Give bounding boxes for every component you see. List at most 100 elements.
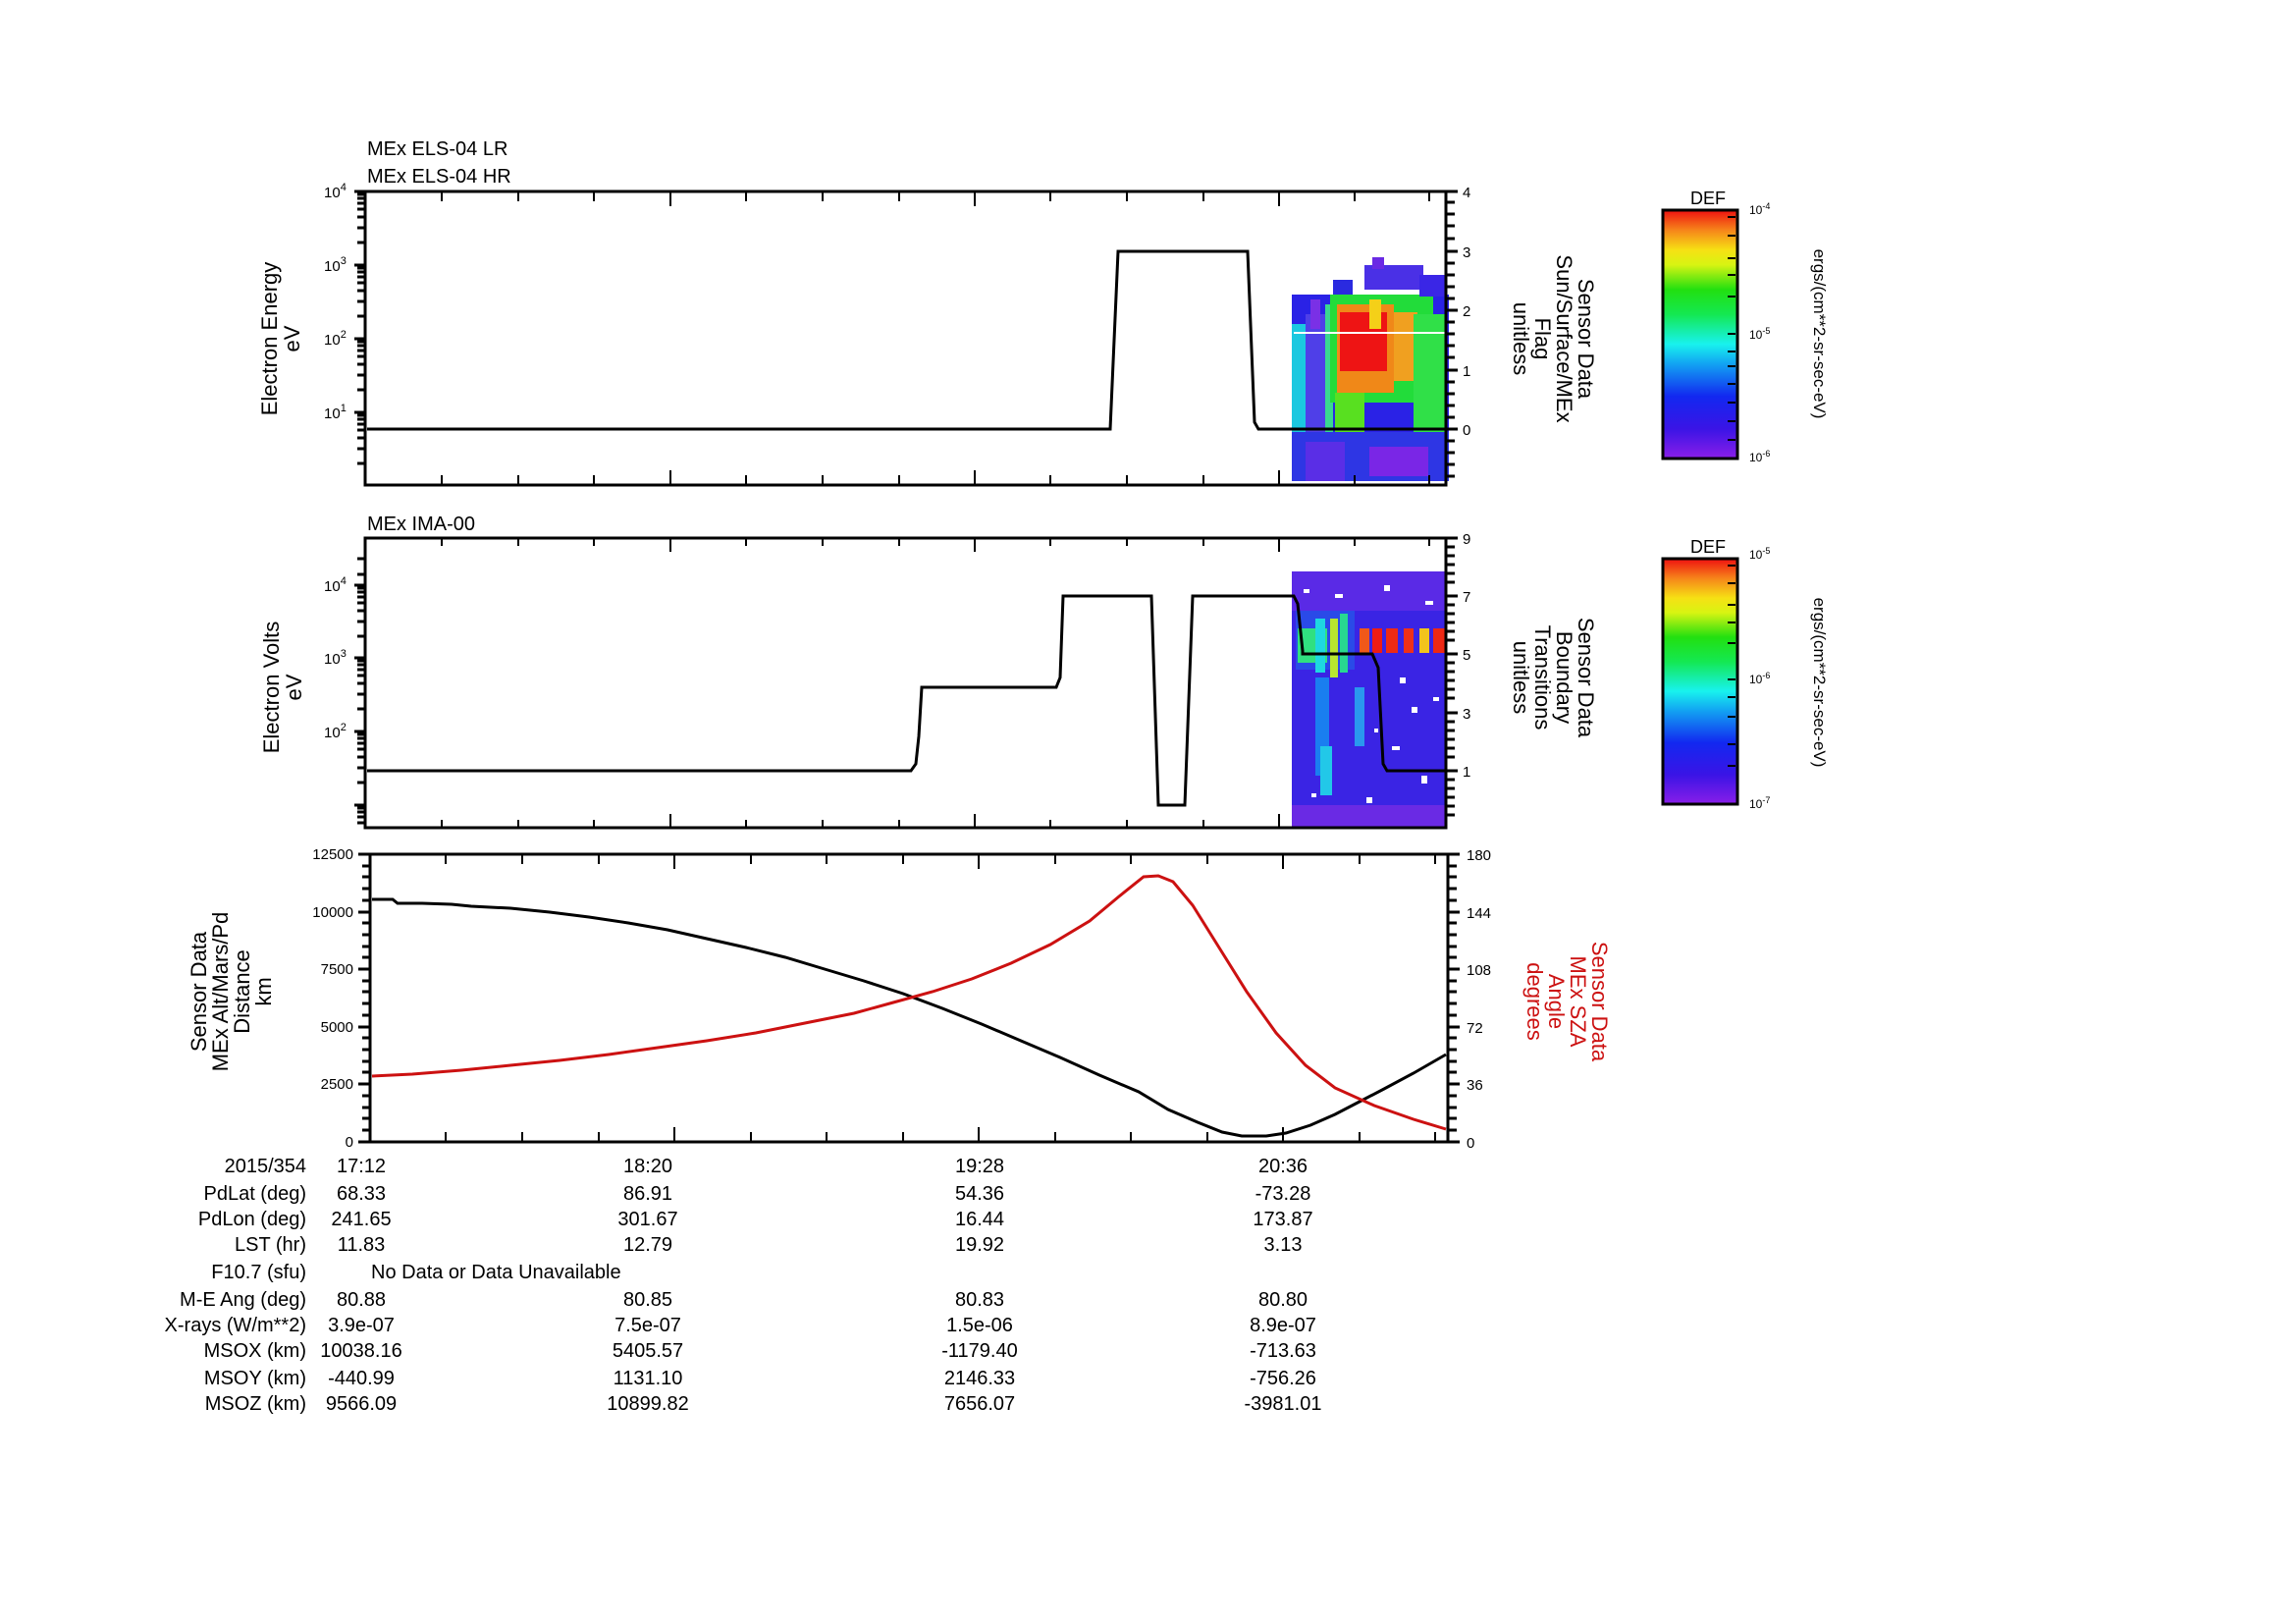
- svg-text:Angle: Angle: [1544, 974, 1569, 1029]
- svg-text:1: 1: [1463, 363, 1470, 380]
- time-tick-2036: 20:36: [1258, 1156, 1308, 1177]
- svg-text:-713.63: -713.63: [1250, 1340, 1316, 1362]
- ima-y2-ticks: [1446, 536, 1458, 817]
- svg-text:3: 3: [1463, 706, 1470, 723]
- els-y-label: Electron Energy eV: [257, 262, 304, 416]
- svg-text:0: 0: [1463, 422, 1470, 439]
- orbit-y2-ticks: [1448, 852, 1460, 1144]
- svg-text:eV: eV: [280, 325, 304, 352]
- annotation-date: 2015/354: [225, 1156, 306, 1177]
- svg-text:36: 36: [1467, 1077, 1483, 1094]
- svg-text:72: 72: [1467, 1020, 1483, 1037]
- svg-text:X-rays (W/m**2): X-rays (W/m**2): [165, 1315, 306, 1336]
- svg-text:MEx SZA: MEx SZA: [1566, 956, 1590, 1048]
- orbit-y-label: Sensor Data MEx Alt/Mars/Pd Distance km: [187, 912, 276, 1072]
- els-colorbar: DEF 10-4 10-5 10-6 ergs/(cm**2-sr-sec-eV…: [1661, 189, 1829, 464]
- ima-colorbar: DEF 10-5 10-6 10-7 ergs/(cm**2-sr-sec-eV…: [1661, 537, 1829, 811]
- els-y-ticks: [354, 189, 365, 465]
- svg-text:Electron Energy: Electron Energy: [257, 262, 282, 416]
- svg-text:MSOZ (km): MSOZ (km): [205, 1393, 306, 1415]
- els-y2-ticks: [1446, 189, 1458, 478]
- svg-text:301.67: 301.67: [617, 1209, 677, 1230]
- svg-text:10-6: 10-6: [1749, 449, 1770, 464]
- svg-text:-73.28: -73.28: [1255, 1183, 1311, 1205]
- svg-text:3.9e-07: 3.9e-07: [328, 1315, 395, 1336]
- svg-text:10-5: 10-5: [1749, 546, 1770, 562]
- svg-text:Sensor Data: Sensor Data: [1587, 942, 1612, 1062]
- svg-text:8.9e-07: 8.9e-07: [1250, 1315, 1316, 1336]
- svg-text:km: km: [251, 977, 276, 1005]
- svg-text:101: 101: [324, 403, 347, 422]
- svg-text:2: 2: [1463, 303, 1470, 320]
- svg-text:5000: 5000: [321, 1019, 353, 1036]
- svg-text:1131.10: 1131.10: [614, 1368, 683, 1389]
- ima-spectrogram: [1292, 571, 1447, 828]
- svg-text:-3981.01: -3981.01: [1245, 1393, 1322, 1415]
- sza-line: [371, 874, 1447, 1131]
- svg-text:-756.26: -756.26: [1250, 1368, 1316, 1389]
- svg-text:4: 4: [1463, 185, 1470, 201]
- svg-text:MEx Alt/Mars/Pd: MEx Alt/Mars/Pd: [208, 912, 233, 1072]
- svg-text:F10.7 (sfu): F10.7 (sfu): [211, 1262, 306, 1283]
- svg-text:12500: 12500: [312, 846, 353, 863]
- els-x-ticks: [441, 191, 1430, 485]
- svg-text:2146.33: 2146.33: [944, 1368, 1015, 1389]
- ima-frame: [363, 536, 1448, 830]
- svg-text:10-5: 10-5: [1749, 326, 1770, 342]
- els-y2-tick-labels: 4 3 2 1 0: [1463, 185, 1470, 439]
- svg-text:11.83: 11.83: [338, 1234, 386, 1256]
- svg-text:16.44: 16.44: [955, 1209, 1004, 1230]
- svg-text:unitless: unitless: [1509, 641, 1533, 715]
- els-panel: MEx ELS-04 LR MEx ELS-04 HR: [257, 138, 1829, 487]
- svg-text:10-4: 10-4: [1749, 201, 1770, 217]
- svg-text:1: 1: [1463, 764, 1470, 781]
- svg-text:19.92: 19.92: [955, 1234, 1004, 1256]
- svg-text:Sensor Data: Sensor Data: [1574, 279, 1598, 400]
- ephemeris-table: 2015/354 PdLat (deg) PdLon (deg) LST (hr…: [165, 1156, 1322, 1415]
- svg-text:Sensor Data: Sensor Data: [1574, 618, 1598, 738]
- ima-boundary-line: [367, 594, 1445, 807]
- svg-text:degrees: degrees: [1522, 962, 1547, 1041]
- svg-text:Electron Volts: Electron Volts: [259, 622, 284, 754]
- svg-text:102: 102: [324, 722, 347, 741]
- ima-title: MEx IMA-00: [367, 514, 475, 535]
- f107-unavailable: No Data or Data Unavailable: [371, 1262, 621, 1283]
- svg-text:10-6: 10-6: [1749, 671, 1770, 686]
- ima-x-ticks: [441, 538, 1430, 828]
- svg-text:10899.82: 10899.82: [607, 1393, 688, 1415]
- ima-y-label: Electron Volts eV: [259, 622, 306, 754]
- svg-text:5: 5: [1463, 647, 1470, 664]
- svg-text:7656.07: 7656.07: [944, 1393, 1015, 1415]
- svg-text:104: 104: [324, 575, 347, 595]
- ima-panel: MEx IMA-00: [259, 514, 1829, 830]
- svg-text:54.36: 54.36: [955, 1183, 1004, 1205]
- svg-text:LST (hr): LST (hr): [235, 1234, 306, 1256]
- svg-text:103: 103: [324, 648, 347, 668]
- svg-text:0: 0: [1467, 1135, 1474, 1152]
- ima-y-ticks: [354, 557, 365, 825]
- svg-text:M-E Ang (deg): M-E Ang (deg): [180, 1289, 306, 1311]
- svg-text:Transitions: Transitions: [1530, 625, 1555, 730]
- els-y2-label: Sensor Data Sun/Surface/MEx Flag unitles…: [1509, 254, 1598, 422]
- time-tick-1928: 19:28: [955, 1156, 1004, 1177]
- svg-text:144: 144: [1467, 905, 1491, 922]
- svg-text:Distance: Distance: [230, 949, 254, 1034]
- els-colorbar-units: ergs/(cm**2-sr-sec-eV): [1810, 249, 1829, 419]
- ima-colorbar-units: ergs/(cm**2-sr-sec-eV): [1810, 598, 1829, 768]
- els-title-hr: MEx ELS-04 HR: [367, 166, 511, 188]
- svg-text:eV: eV: [282, 674, 306, 700]
- svg-text:10038.16: 10038.16: [320, 1340, 401, 1362]
- svg-text:102: 102: [324, 329, 347, 349]
- svg-text:108: 108: [1467, 962, 1491, 979]
- svg-text:Flag: Flag: [1530, 318, 1555, 360]
- svg-text:173.87: 173.87: [1253, 1209, 1312, 1230]
- svg-text:104: 104: [324, 182, 347, 201]
- svg-text:MSOY (km): MSOY (km): [204, 1368, 306, 1389]
- time-tick-1712: 17:12: [337, 1156, 386, 1177]
- orbit-panel: 12500 10000 7500 5000 2500 0 Sensor Data…: [187, 846, 1612, 1152]
- svg-text:10-7: 10-7: [1749, 795, 1770, 811]
- svg-text:80.85: 80.85: [623, 1289, 672, 1311]
- time-tick-1820: 18:20: [623, 1156, 672, 1177]
- svg-text:1.5e-06: 1.5e-06: [946, 1315, 1013, 1336]
